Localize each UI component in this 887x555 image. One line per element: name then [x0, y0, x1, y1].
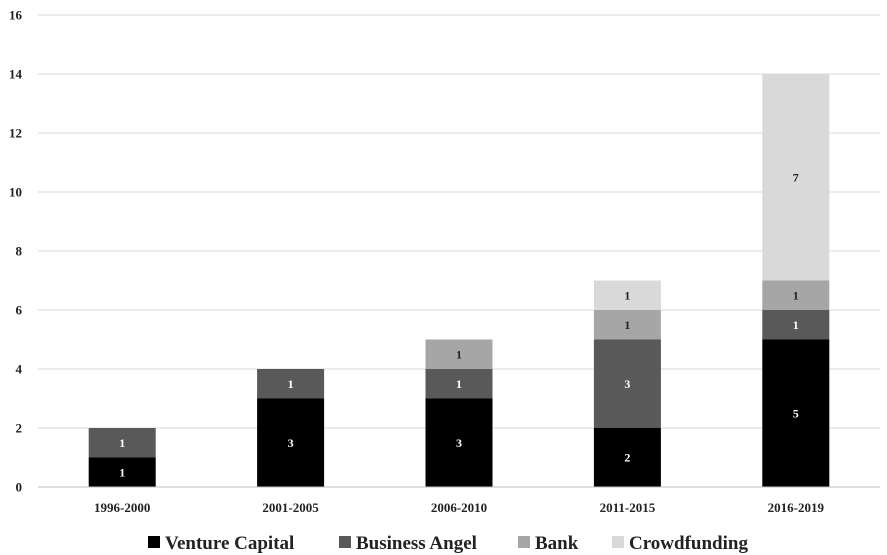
x-category-label: 1996-2000 — [94, 500, 150, 515]
bar-segment-business-angel — [593, 339, 661, 428]
legend-swatch-venture-capital — [148, 536, 160, 548]
data-label: 3 — [624, 377, 630, 391]
y-tick-label: 0 — [16, 480, 23, 495]
y-tick-label: 2 — [16, 421, 23, 436]
bar-segment-business-angel — [88, 428, 156, 458]
y-tick-label: 4 — [16, 362, 23, 377]
y-tick-label: 16 — [9, 8, 23, 23]
data-label: 7 — [793, 170, 799, 184]
legend-label: Business Angel — [356, 533, 477, 554]
bars: 1 1 3 1 3 1 1 2 3 1 1 5 1 1 7 — [88, 74, 830, 487]
data-label: 3 — [288, 436, 294, 450]
y-tick-label: 10 — [9, 185, 22, 200]
data-label: 1 — [119, 436, 125, 450]
legend: Venture Capital Business Angel Bank Crowdfu… — [148, 533, 748, 554]
bar-segment-venture-capital — [762, 339, 830, 487]
bar-segment-bank — [762, 280, 830, 310]
bar-segment-business-angel — [425, 369, 493, 399]
bar-segment-business-angel — [257, 369, 325, 399]
bar-segment-venture-capital — [88, 457, 156, 487]
bar-segment-venture-capital — [593, 428, 661, 487]
bar-segment-business-angel — [762, 310, 830, 340]
data-label: 5 — [793, 406, 799, 420]
data-label: 1 — [624, 288, 630, 302]
x-category-label: 2011-2015 — [600, 500, 656, 515]
legend-swatch-business-angel — [339, 536, 351, 548]
x-category-label: 2006-2010 — [431, 500, 487, 515]
data-label: 1 — [456, 347, 462, 361]
bar-segment-crowdfunding — [593, 280, 661, 310]
data-label: 1 — [119, 465, 125, 479]
bar-segment-bank — [593, 310, 661, 340]
legend-label: Venture Capital — [165, 533, 294, 554]
legend-swatch-bank — [518, 536, 530, 548]
data-label: 1 — [793, 288, 799, 302]
y-tick-label: 6 — [16, 303, 23, 318]
gridlines — [38, 14, 880, 429]
x-category-label: 2001-2005 — [262, 500, 319, 515]
bar-segment-venture-capital — [425, 398, 493, 487]
y-tick-label: 14 — [9, 67, 23, 82]
x-category-label: 2016-2019 — [768, 500, 825, 515]
data-label: 3 — [456, 436, 462, 450]
data-label: 1 — [456, 377, 462, 391]
data-label: 1 — [288, 377, 294, 391]
bar-segment-venture-capital — [257, 398, 325, 487]
bar-segment-bank — [425, 339, 493, 369]
y-tick-label: 8 — [16, 244, 23, 259]
y-tick-label: 12 — [9, 126, 22, 141]
y-axis-tick-labels: 0 2 4 6 8 10 12 14 16 — [9, 8, 23, 495]
legend-swatch-crowdfunding — [612, 536, 624, 548]
legend-label: Bank — [535, 533, 579, 554]
data-label: 1 — [624, 318, 630, 332]
x-axis-category-labels: 1996-2000 2001-2005 2006-2010 2011-2015 2016… — [94, 500, 824, 515]
legend-label: Crowdfunding — [629, 533, 748, 554]
data-label: 1 — [793, 318, 799, 332]
data-label: 2 — [624, 451, 630, 465]
bar-segment-crowdfunding — [762, 74, 830, 281]
